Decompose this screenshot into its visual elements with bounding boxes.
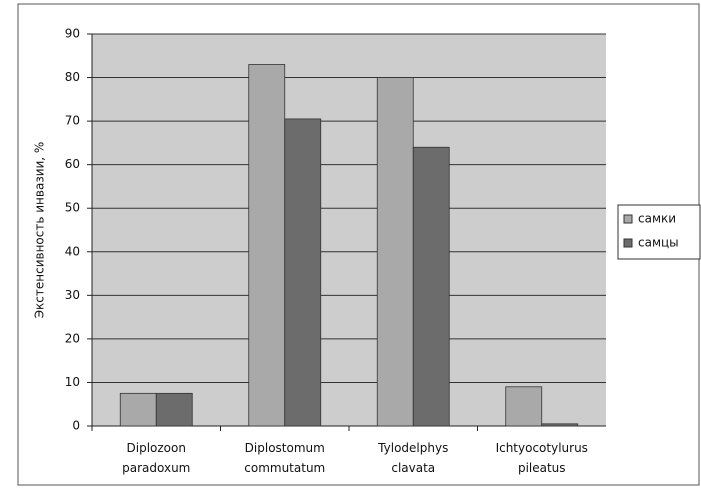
y-tick-label: 80 <box>65 70 80 84</box>
bar <box>155 392 193 427</box>
bar <box>376 77 414 427</box>
x-tick-label: Diplozoon paradoxum <box>122 441 190 475</box>
bar <box>248 64 286 427</box>
y-tick-label: 60 <box>65 157 80 171</box>
bar <box>541 423 579 427</box>
y-tick-label: 30 <box>65 288 80 302</box>
legend-label: самцы <box>638 236 679 250</box>
x-tick-label: Tylodelphys clavata <box>377 441 448 475</box>
y-tick-label: 70 <box>65 114 80 128</box>
x-tick-label: Diplostomum commutatum <box>244 441 325 475</box>
bar <box>505 386 543 427</box>
y-tick-label: 90 <box>65 27 80 41</box>
y-tick-label: 40 <box>65 244 80 258</box>
y-axis-label: Экстенсивность инвазии, % <box>33 142 47 319</box>
y-tick-label: 0 <box>72 419 80 433</box>
legend-box <box>617 204 701 260</box>
y-tick-label: 50 <box>65 201 80 215</box>
y-tick-label: 20 <box>65 331 80 345</box>
legend-label: самки <box>638 212 676 226</box>
plot-area <box>92 34 606 426</box>
legend-swatch <box>623 214 633 224</box>
bar <box>284 118 322 427</box>
legend-swatch <box>623 238 633 248</box>
bar <box>119 392 157 427</box>
x-tick-label: Ichtyocotylurus pileatus <box>496 441 588 475</box>
y-tick-label: 10 <box>65 375 80 389</box>
bar <box>412 146 450 427</box>
